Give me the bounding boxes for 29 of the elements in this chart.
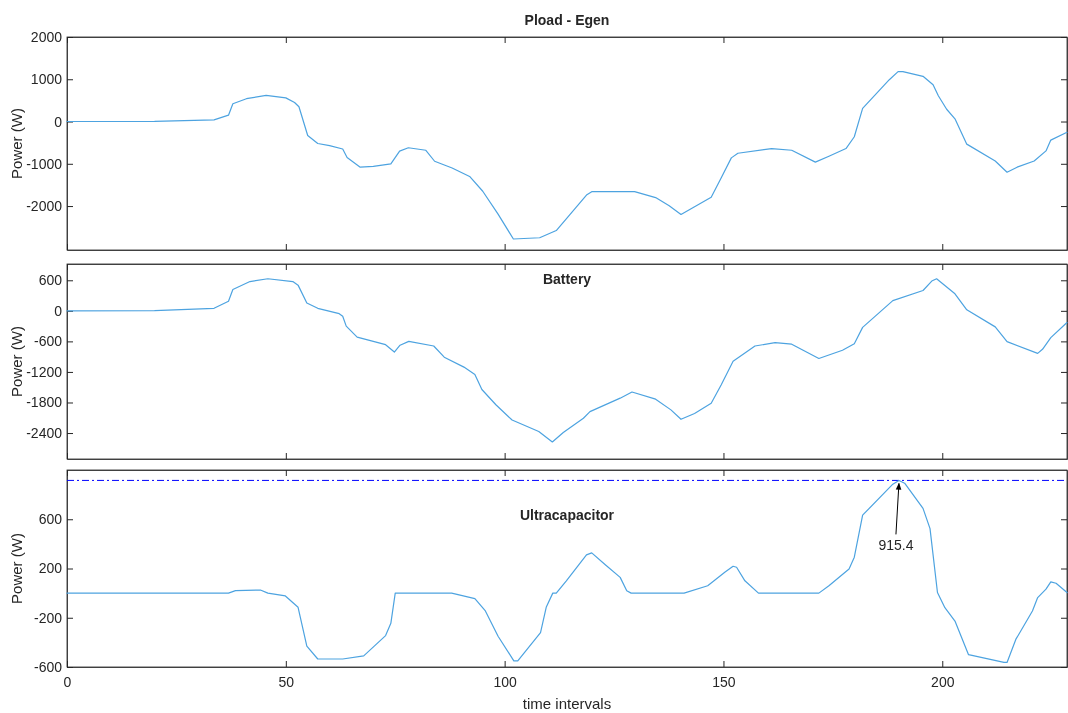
line-series <box>66 71 1068 240</box>
x-tick-label: 200 <box>931 673 955 690</box>
x-tick-label: 50 <box>278 673 295 690</box>
y-tick-label: 2000 <box>30 28 63 45</box>
y-axis-title: Power (W) <box>8 326 25 397</box>
y-tick-label: 600 <box>38 272 63 289</box>
y-tick-label: 0 <box>54 302 63 319</box>
line-series <box>66 479 1068 664</box>
text: Battery <box>542 271 592 287</box>
y-axis-title: Power (W) <box>8 533 25 604</box>
y-tick-label: 600 <box>38 511 63 528</box>
y-tick-label: -600 <box>33 658 63 675</box>
y-tick-label: -200 <box>33 609 63 626</box>
y-tick-label: 1000 <box>30 71 63 88</box>
y-axis-title: Power (W) <box>8 108 25 179</box>
text: Ultracapacitor <box>519 507 615 523</box>
annotation: 915.4 <box>878 537 914 554</box>
x-tick-label: 100 <box>493 673 518 690</box>
y-tick-label: 0 <box>54 113 63 130</box>
chart-title: Pload - Egen <box>524 12 610 28</box>
x-axis-title: time intervals <box>522 695 612 712</box>
y-tick-label: -1000 <box>26 155 63 172</box>
y-tick-label: -2000 <box>26 198 63 215</box>
y-tick-label: -1200 <box>26 363 63 380</box>
y-tick-label: -2400 <box>26 425 63 442</box>
x-tick-label: 150 <box>712 673 736 690</box>
y-tick-label: -1800 <box>26 394 63 411</box>
y-tick-label: -600 <box>33 333 63 350</box>
y-tick-label: 200 <box>38 560 63 577</box>
